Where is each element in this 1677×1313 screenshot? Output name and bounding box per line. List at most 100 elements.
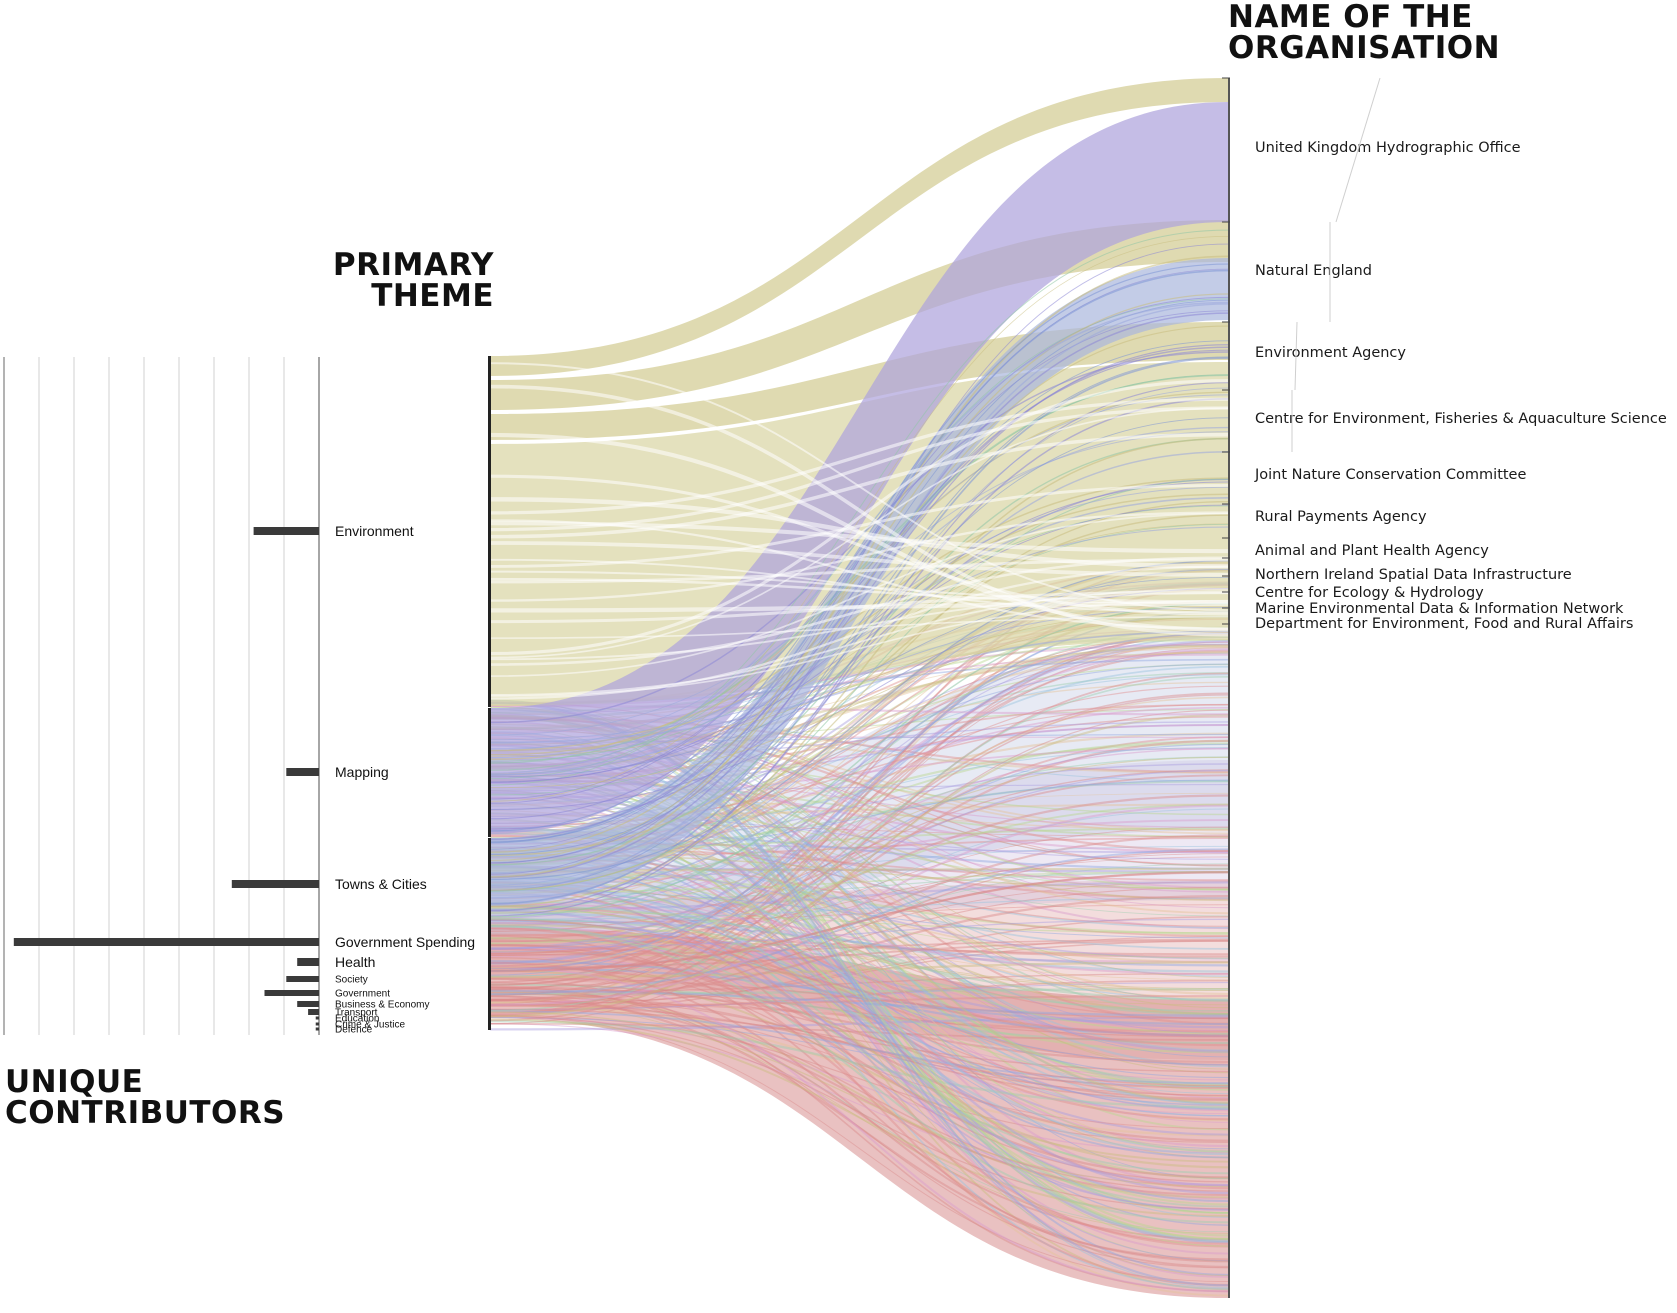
flow-line	[489, 672, 1229, 1022]
organisation-label: Centre for Environment, Fisheries & Aqua…	[1255, 411, 1667, 427]
flow-line	[489, 521, 1229, 554]
organisation-label: Centre for Ecology & Hydrology	[1255, 585, 1484, 601]
flow-line	[489, 769, 1229, 1262]
flow-line	[489, 804, 1229, 1007]
flow-line	[489, 884, 1229, 1159]
flow-line	[489, 588, 1229, 696]
flow-line	[489, 672, 1229, 811]
flow-line	[489, 889, 1229, 939]
contributors-bar	[297, 958, 319, 966]
contributors-bar	[253, 527, 319, 535]
flow-line	[489, 848, 1229, 996]
flow-line	[489, 794, 1229, 955]
flow-line	[489, 960, 1229, 1037]
flow-line	[489, 1008, 1229, 1073]
unique-contributors-heading-line-1: UNIQUE	[5, 1064, 144, 1100]
flow-line	[489, 881, 1229, 911]
flow-line	[489, 397, 1229, 515]
flow-line	[489, 493, 1229, 756]
flow-line	[489, 299, 1229, 864]
theme-label-list: Environment Mapping Towns & Cities Governme…	[335, 523, 475, 1036]
flow-line	[489, 541, 1229, 577]
organisation-heading-line-1: NAME OF THE	[1228, 0, 1473, 35]
flow-line	[489, 1022, 1229, 1041]
leader-line	[1294, 321, 1298, 391]
flow-line	[489, 911, 1229, 934]
flow-line	[489, 1003, 1229, 1137]
flow-line	[489, 935, 1229, 1268]
flow-line	[489, 895, 1229, 1002]
flow-line	[489, 992, 1229, 1102]
flow-line	[489, 919, 1229, 1106]
flow-line	[489, 989, 1229, 1192]
flow-line	[489, 994, 1229, 1008]
organisation-label: United Kingdom Hydrographic Office	[1255, 140, 1521, 156]
organisation-label: Northern Ireland Spatial Data Infrastruc…	[1255, 567, 1572, 583]
organisation-label: Marine Environmental Data & Information …	[1255, 601, 1624, 617]
theme-node	[488, 708, 491, 837]
flow-line	[489, 998, 1229, 1197]
flow-line	[489, 1016, 1229, 1031]
flow-line	[489, 882, 1229, 1020]
contributors-bar	[264, 990, 319, 996]
flow-line	[489, 263, 1229, 832]
flow-line	[489, 640, 1229, 950]
flow-line	[489, 853, 1229, 956]
flow-line	[489, 915, 1229, 1013]
theme-node	[488, 356, 491, 707]
theme-label: Environment	[335, 523, 414, 539]
flow-line	[489, 923, 1229, 989]
flow-line	[489, 431, 1229, 736]
leader-line	[1335, 77, 1381, 223]
flow-line	[489, 881, 1229, 971]
flow-line	[489, 834, 1229, 1001]
theme-label: Education	[335, 1014, 379, 1025]
flow-line	[489, 969, 1229, 1163]
flow-line	[489, 601, 1229, 613]
flow-line	[489, 769, 1229, 932]
flow-line	[489, 799, 1229, 891]
flow-line	[489, 919, 1229, 1097]
flow-line	[489, 995, 1229, 1096]
unique-contributors-heading-line-2: CONTRIBUTORS	[5, 1095, 286, 1131]
flow-line	[489, 957, 1229, 1183]
flow-line	[489, 921, 1229, 1029]
theme-label: Defence	[335, 1025, 373, 1036]
flow-line	[489, 897, 1229, 920]
flow-line	[489, 927, 1229, 1245]
contributors-bar	[286, 768, 319, 776]
flow-line	[489, 867, 1229, 1035]
flow-line	[489, 501, 1229, 891]
flow-line	[489, 648, 1229, 927]
flow-line	[489, 748, 1229, 907]
theme-label: Business & Economy	[335, 1000, 430, 1011]
flow-line	[489, 1011, 1229, 1188]
organisation-label-list: United Kingdom Hydrographic Office Natura…	[1254, 77, 1667, 632]
flow-line	[489, 918, 1229, 1012]
flow-line	[489, 995, 1229, 1261]
flow-line	[489, 526, 1229, 750]
flow-line	[489, 1000, 1229, 1130]
flow-line	[489, 1016, 1229, 1088]
flow-line	[489, 229, 1229, 786]
flow-line	[489, 981, 1229, 1011]
flow-line	[489, 902, 1229, 975]
flow-line	[489, 933, 1229, 958]
flow-line	[489, 907, 1229, 981]
flow-line	[489, 769, 1229, 953]
flow-line	[489, 886, 1229, 1079]
contributors-bar	[297, 1001, 319, 1007]
contributors-grid	[3, 357, 320, 1035]
flow-line	[489, 451, 1229, 874]
flow-line	[489, 808, 1229, 978]
flow-line	[489, 925, 1229, 1175]
flow-ribbon	[490, 640, 1228, 935]
flow-line	[489, 483, 1229, 568]
flow-line	[489, 961, 1229, 1263]
flow-line	[489, 519, 1229, 630]
flow-line	[489, 665, 1229, 910]
flow-line	[489, 1003, 1229, 1089]
flow-line	[489, 379, 1229, 656]
